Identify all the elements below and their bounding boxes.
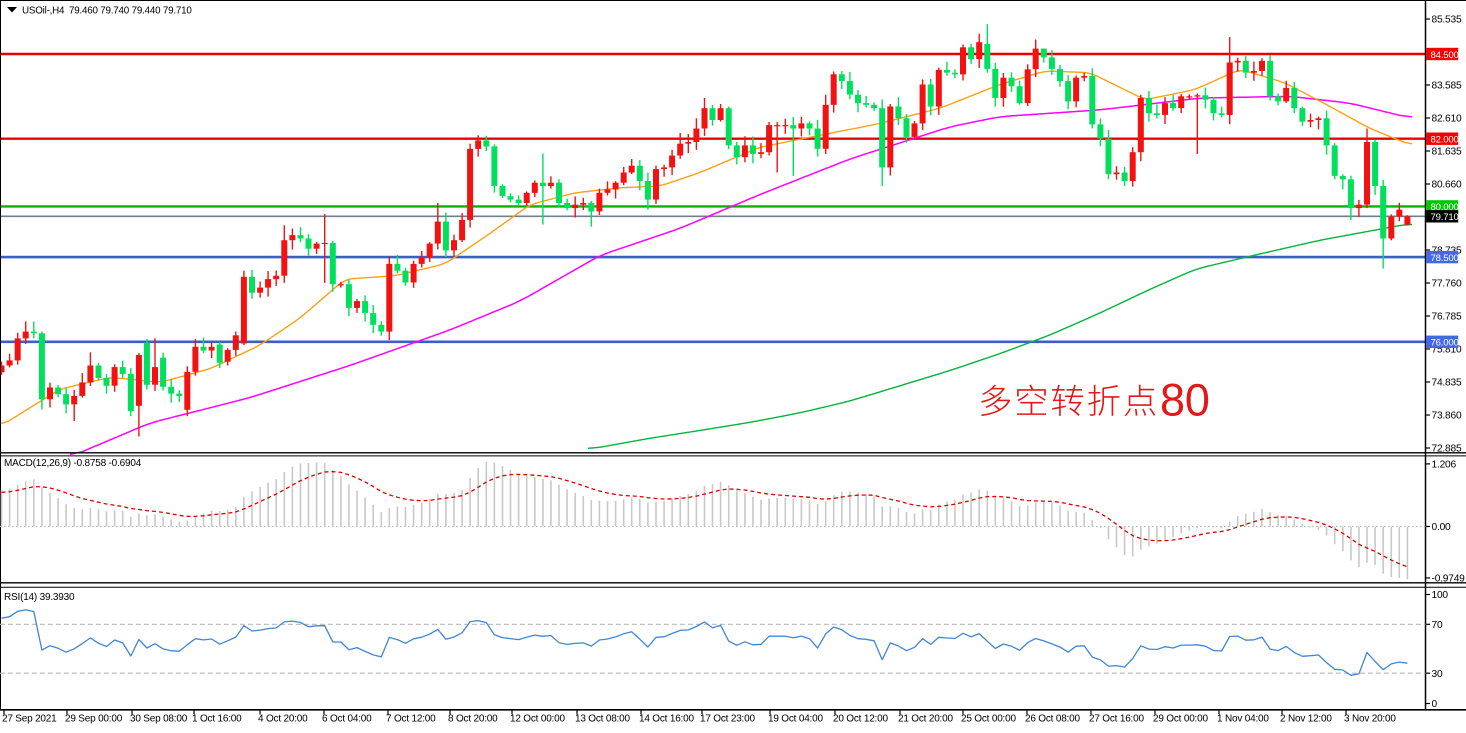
svg-text:-0.9749: -0.9749 xyxy=(1432,574,1466,585)
svg-text:27 Oct 16:00: 27 Oct 16:00 xyxy=(1089,714,1144,725)
svg-text:72.885: 72.885 xyxy=(1432,444,1462,455)
svg-text:0.00: 0.00 xyxy=(1432,522,1452,533)
svg-text:30: 30 xyxy=(1432,669,1443,680)
svg-text:70: 70 xyxy=(1432,620,1443,631)
svg-text:14 Oct 16:00: 14 Oct 16:00 xyxy=(639,714,694,725)
svg-text:7 Oct 12:00: 7 Oct 12:00 xyxy=(386,714,436,725)
svg-text:29 Sep 00:00: 29 Sep 00:00 xyxy=(65,714,123,725)
svg-text:82.610: 82.610 xyxy=(1432,114,1462,125)
svg-text:MACD(12,26,9) -0.8758 -0.6904: MACD(12,26,9) -0.8758 -0.6904 xyxy=(4,458,142,469)
svg-text:77.760: 77.760 xyxy=(1432,279,1462,290)
svg-text:29 Oct 00:00: 29 Oct 00:00 xyxy=(1153,714,1208,725)
svg-text:6 Oct 04:00: 6 Oct 04:00 xyxy=(322,714,372,725)
svg-text:RSI(14) 39.3930: RSI(14) 39.3930 xyxy=(4,592,75,603)
svg-text:20 Oct 12:00: 20 Oct 12:00 xyxy=(833,714,888,725)
svg-text:27 Sep 2021: 27 Sep 2021 xyxy=(2,714,57,725)
svg-text:100: 100 xyxy=(1432,590,1449,601)
svg-text:13 Oct 08:00: 13 Oct 08:00 xyxy=(575,714,630,725)
svg-text:81.635: 81.635 xyxy=(1432,147,1462,158)
svg-text:17 Oct 23:00: 17 Oct 23:00 xyxy=(700,714,755,725)
svg-text:85.535: 85.535 xyxy=(1432,15,1462,26)
svg-text:0: 0 xyxy=(1432,699,1438,710)
svg-text:83.585: 83.585 xyxy=(1432,81,1462,92)
svg-text:1 Nov 04:00: 1 Nov 04:00 xyxy=(1217,714,1269,725)
svg-text:76.785: 76.785 xyxy=(1432,312,1462,323)
svg-text:82.000: 82.000 xyxy=(1431,135,1459,146)
svg-text:79.460 79.740 79.440 79.710: 79.460 79.740 79.440 79.710 xyxy=(69,6,192,17)
svg-text:12 Oct 00:00: 12 Oct 00:00 xyxy=(510,714,565,725)
svg-text:84.500: 84.500 xyxy=(1431,50,1459,61)
svg-text:1.206: 1.206 xyxy=(1432,460,1457,471)
svg-text:73.860: 73.860 xyxy=(1432,411,1462,422)
svg-text:80.660: 80.660 xyxy=(1432,180,1462,191)
svg-text:75.810: 75.810 xyxy=(1432,345,1462,356)
svg-text:74.835: 74.835 xyxy=(1432,378,1462,389)
svg-text:2 Nov 12:00: 2 Nov 12:00 xyxy=(1280,714,1332,725)
svg-text:79.710: 79.710 xyxy=(1431,212,1459,223)
svg-text:30 Sep 08:00: 30 Sep 08:00 xyxy=(130,714,188,725)
svg-text:21 Oct 20:00: 21 Oct 20:00 xyxy=(898,714,953,725)
svg-text:8 Oct 20:00: 8 Oct 20:00 xyxy=(448,714,498,725)
svg-text:26 Oct 08:00: 26 Oct 08:00 xyxy=(1025,714,1080,725)
svg-text:3 Nov 20:00: 3 Nov 20:00 xyxy=(1344,714,1396,725)
svg-text:25 Oct 00:00: 25 Oct 00:00 xyxy=(961,714,1016,725)
svg-text:4 Oct 20:00: 4 Oct 20:00 xyxy=(258,714,308,725)
svg-text:76.000: 76.000 xyxy=(1431,338,1459,349)
svg-text:80: 80 xyxy=(1160,375,1210,426)
svg-text:USOil-,H4: USOil-,H4 xyxy=(22,6,65,17)
svg-text:78.500: 78.500 xyxy=(1431,253,1459,264)
svg-text:19 Oct 04:00: 19 Oct 04:00 xyxy=(768,714,823,725)
svg-text:1 Oct 16:00: 1 Oct 16:00 xyxy=(192,714,242,725)
svg-text:80.000: 80.000 xyxy=(1431,202,1459,213)
